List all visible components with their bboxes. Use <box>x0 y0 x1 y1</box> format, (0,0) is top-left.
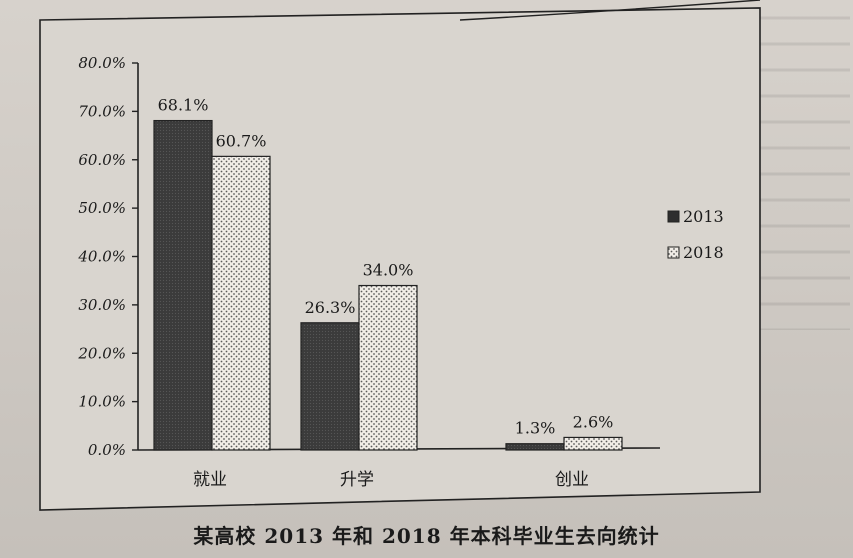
y-tick-label: 40.0% <box>77 248 126 266</box>
legend-swatch-2013 <box>667 210 680 223</box>
legend-label: 2013 <box>683 207 724 226</box>
bar-2013-就业 <box>153 119 213 451</box>
bar-2018-就业 <box>211 155 271 451</box>
y-tick-label: 30.0% <box>78 296 126 314</box>
y-tick-label: 60.0% <box>78 151 126 169</box>
y-tick-label: 80.0% <box>78 54 126 72</box>
data-label: 26.3% <box>305 298 356 317</box>
data-label: 68.1% <box>158 96 209 115</box>
y-tick-label: 50.0% <box>78 199 126 217</box>
x-tick-label: 创业 <box>555 470 589 490</box>
bar-2013-创业 <box>505 443 565 451</box>
y-tick-label: 0.0% <box>88 441 126 459</box>
y-axis-ticks: 0.0% 10.0% 20.0% 30.0% 40.0% 50.0% 60.0% 70.0% 8… <box>77 54 138 459</box>
data-labels: 68.1% 26.3% 1.3% 60.7% 34.0% 2.6% <box>158 96 614 438</box>
x-tick-label: 就业 <box>193 470 227 490</box>
x-tick-label: 升学 <box>340 470 374 490</box>
bars <box>153 119 623 451</box>
legend-swatch-2018 <box>667 246 680 259</box>
data-label: 1.3% <box>515 419 556 438</box>
bar-2018-升学 <box>358 284 418 451</box>
y-tick-label: 20.0% <box>77 344 126 362</box>
data-label: 60.7% <box>216 131 267 150</box>
chart-title: 某高校 2013 年和 2018 年本科毕业生去向统计 <box>193 524 660 548</box>
page-curl-line <box>459 0 761 21</box>
y-tick-label: 10.0% <box>78 393 126 411</box>
data-label: 2.6% <box>573 412 614 431</box>
y-tick-label: 70.0% <box>78 102 126 120</box>
x-axis-ticks: 就业 升学 创业 <box>193 470 589 490</box>
data-label: 34.0% <box>363 261 414 280</box>
bar-2013-升学 <box>300 322 360 451</box>
legend-label: 2018 <box>683 243 724 262</box>
legend: 2013 2018 <box>667 207 724 262</box>
bar-2018-创业 <box>563 436 623 451</box>
